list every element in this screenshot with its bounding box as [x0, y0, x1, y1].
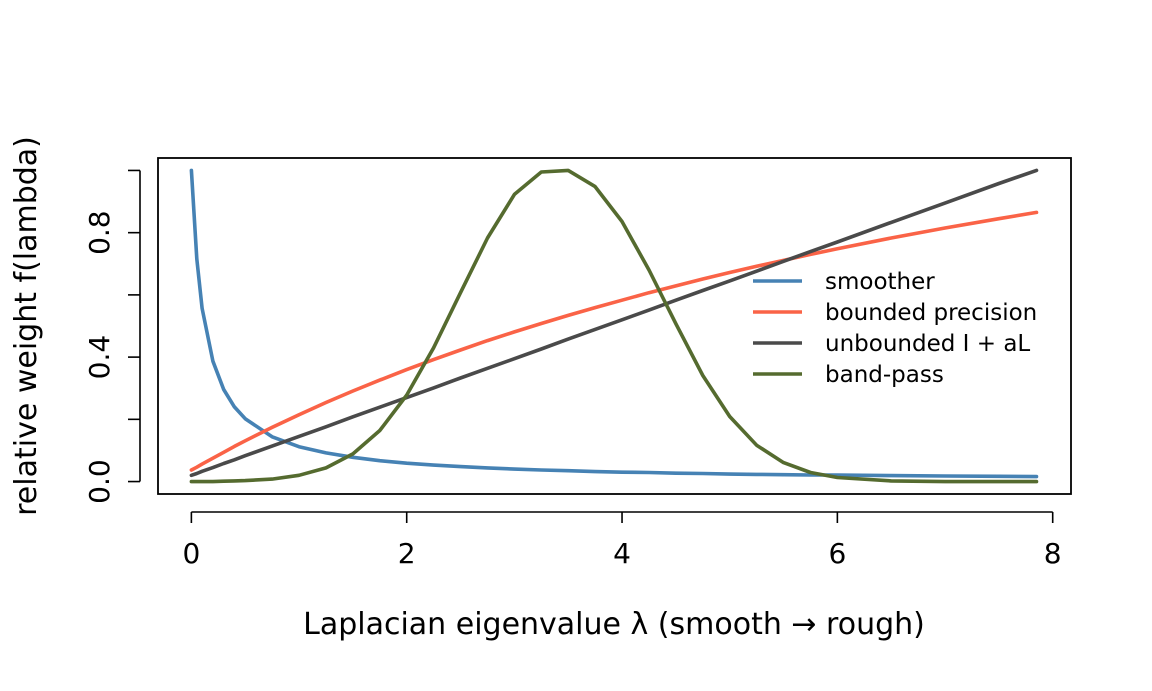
x-tick-label: 2 [398, 537, 416, 570]
legend-label-unbounded-i-al: unbounded I + aL [825, 331, 1030, 357]
x-axis-title: Laplacian eigenvalue λ (smooth → rough) [303, 607, 925, 642]
y-tick-label: 0.4 [83, 335, 116, 380]
x-axis: 0 2 4 6 8 [182, 511, 1062, 570]
legend-label-smoother: smoother [825, 269, 935, 295]
series-layer [189, 168, 1039, 484]
x-tick-label: 0 [182, 537, 200, 570]
plot-box [157, 157, 1072, 495]
x-tick-label: 6 [828, 537, 846, 570]
series-line-unbounded-i-al [189, 168, 1039, 478]
y-axis: 0.0 0.4 0.8 [83, 169, 141, 504]
x-tick-label: 8 [1044, 537, 1062, 570]
x-tick-label: 4 [613, 537, 631, 570]
legend: smoother bounded precision unbounded I + a… [753, 269, 1037, 388]
series-line-band-pass [189, 168, 1039, 484]
series-line-smoother [189, 168, 1039, 479]
y-tick-label: 0.8 [83, 210, 116, 255]
y-axis-title: relative weight f(lambda) [9, 136, 44, 516]
legend-label-bounded-precision: bounded precision [825, 300, 1037, 326]
y-tick-label: 0.0 [83, 459, 116, 504]
legend-label-band-pass: band-pass [825, 362, 944, 388]
